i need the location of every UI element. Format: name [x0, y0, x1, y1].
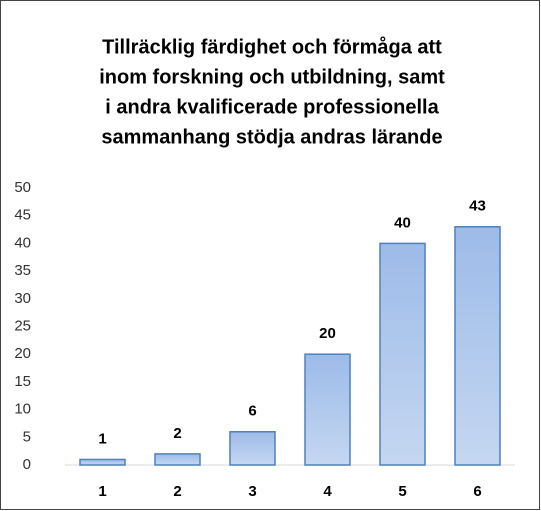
x-tick-label: 4 — [323, 483, 332, 500]
data-label: 2 — [173, 425, 181, 442]
x-tick-label: 5 — [398, 483, 406, 500]
bar — [229, 431, 276, 466]
y-tick-label: 50 — [14, 179, 31, 196]
y-tick-label: 45 — [14, 207, 31, 224]
y-tick-label: 10 — [14, 401, 31, 418]
y-tick-label: 15 — [14, 373, 31, 390]
x-tick-label: 1 — [98, 483, 106, 500]
data-label: 40 — [394, 214, 411, 231]
y-tick-label: 20 — [14, 345, 31, 362]
bar — [154, 453, 201, 466]
bar — [79, 458, 126, 466]
x-tick-label: 6 — [473, 483, 481, 500]
y-tick-label: 0 — [23, 456, 31, 473]
bar — [454, 226, 501, 466]
x-tick-label: 2 — [173, 483, 181, 500]
y-tick-label: 35 — [14, 262, 31, 279]
y-tick-label: 30 — [14, 290, 31, 307]
chart-title: sammanhang stödja andras lärande — [101, 126, 442, 148]
bar — [379, 242, 426, 466]
data-label: 20 — [319, 325, 336, 342]
bar — [304, 353, 351, 466]
chart-title: Tillräcklig färdighet och förmåga att — [102, 35, 442, 58]
data-label: 6 — [248, 403, 256, 420]
y-tick-label: 5 — [23, 428, 31, 445]
data-label: 43 — [469, 198, 486, 215]
chart-title: i andra kvalificerade professionella — [105, 96, 439, 118]
x-tick-label: 3 — [248, 483, 256, 500]
data-label: 1 — [98, 430, 106, 447]
chart-title: inom forskning och utbildning, samt — [99, 66, 445, 88]
y-tick-label: 25 — [14, 317, 31, 334]
y-tick-label: 40 — [14, 234, 31, 251]
